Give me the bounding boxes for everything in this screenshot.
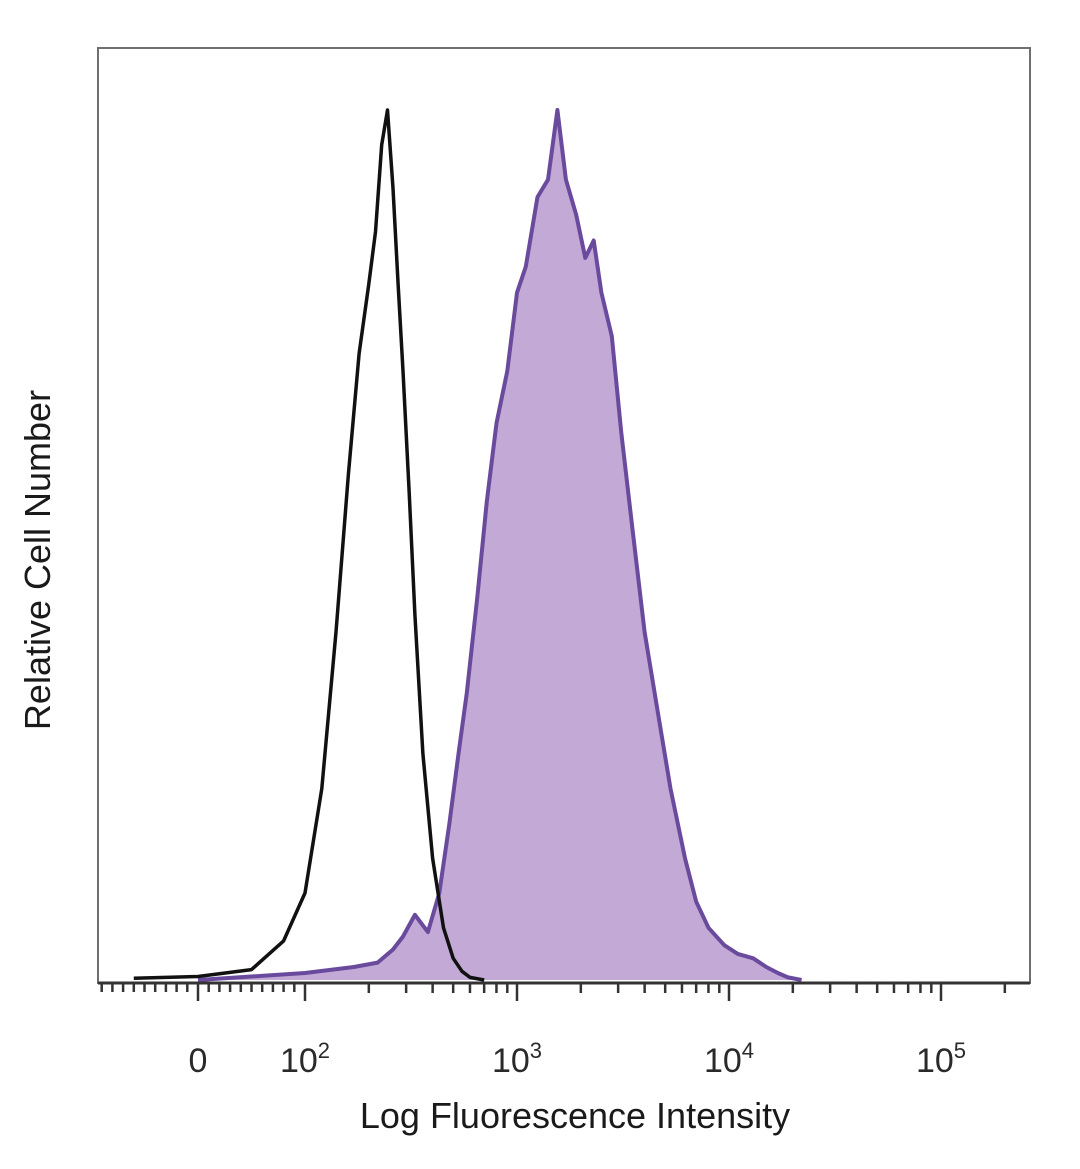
filled-histogram-outline [197, 108, 802, 982]
y-axis-title: Relative Cell Number [17, 390, 58, 730]
control-histogram-line [133, 108, 485, 982]
x-tick-label: 0 [189, 1042, 208, 1080]
x-tick-label: 102 [280, 1038, 330, 1080]
x-tick-label: 104 [704, 1038, 754, 1080]
filled-histogram-area [198, 110, 802, 980]
x-tick-label: 105 [916, 1038, 966, 1080]
x-tick-label: 103 [492, 1038, 542, 1080]
x-axis-title: Log Fluorescence Intensity [360, 1095, 790, 1136]
